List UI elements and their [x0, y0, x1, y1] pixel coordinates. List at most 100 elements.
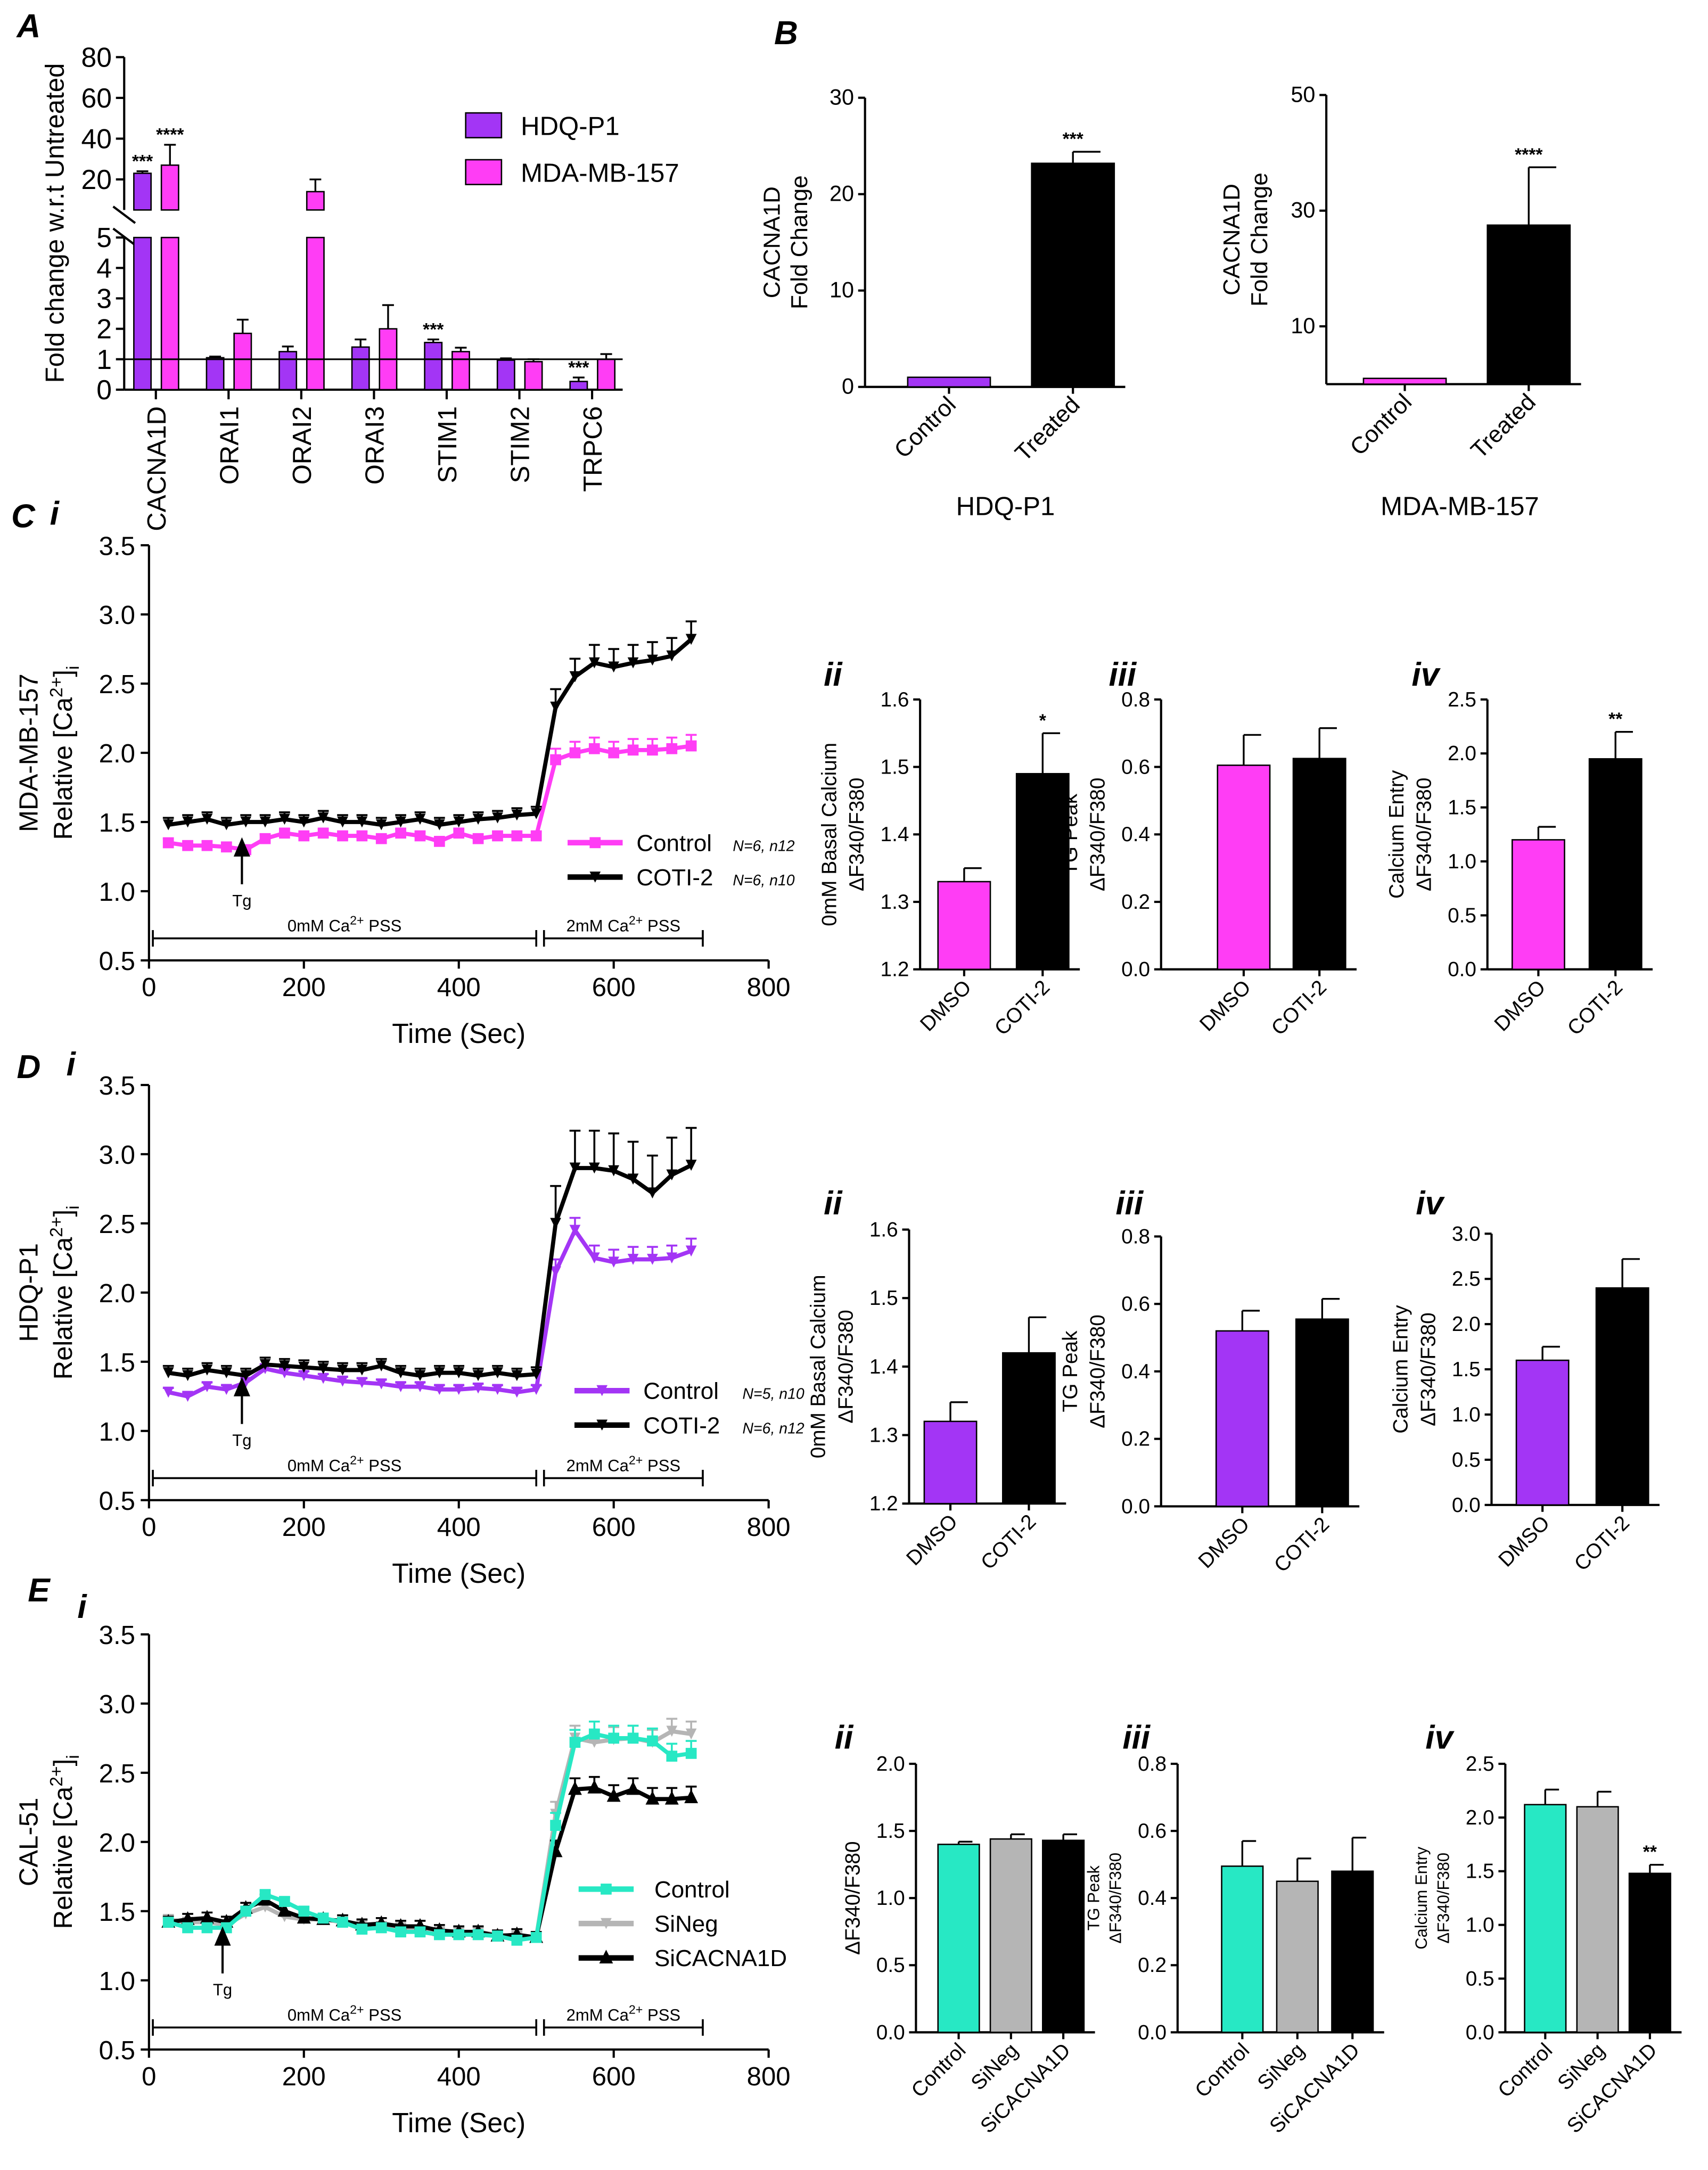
phase-label-part: 0mM Ca — [288, 2005, 350, 2024]
y-tick-label: 1.0 — [99, 1967, 135, 1996]
data-point — [279, 1896, 290, 1907]
y-tick-label: 0.0 — [1121, 958, 1150, 981]
data-point — [627, 657, 639, 669]
data-point — [395, 1381, 406, 1392]
y-axis-title-part: Relative [Ca — [49, 1237, 78, 1379]
series-line — [168, 1163, 692, 1378]
data-point — [356, 816, 368, 828]
tg-arrow-icon — [214, 1926, 231, 1946]
data-point — [530, 1931, 542, 1943]
data-point — [588, 1737, 600, 1748]
data-point — [685, 740, 697, 752]
data-point — [200, 1910, 214, 1924]
series-line — [168, 637, 693, 827]
legend-note: N=5, n10 — [743, 1386, 804, 1403]
data-point — [530, 1384, 542, 1395]
x-tick-label: DMSO — [902, 1510, 962, 1570]
y-tick-label: 1.0 — [99, 1418, 135, 1446]
y-tick-label: 80 — [81, 42, 112, 72]
y-axis-title: Relative [Ca2+]i — [47, 1205, 83, 1379]
data-point — [375, 833, 387, 844]
data-point — [492, 812, 503, 824]
data-point — [395, 1926, 406, 1938]
data-point — [201, 1365, 213, 1376]
x-tick-label: 200 — [282, 973, 326, 1002]
phase-label: 2mM Ca2+ PSS — [566, 914, 680, 935]
series-coti-2 — [162, 1127, 697, 1382]
data-point — [511, 1935, 523, 1946]
data-point — [472, 1929, 484, 1941]
data-point — [434, 836, 445, 847]
y-tick-label: 0.5 — [1466, 1967, 1494, 1990]
chart-ciii: 0.0 0.2 0.4 0.6 0.8 DMSO COTI-2 TG Peak ΔF340/F3… — [1059, 688, 1357, 1040]
y-tick-label: 2.0 — [876, 1753, 905, 1776]
data-point — [492, 1367, 503, 1378]
y-axis-cell-line: MDA-MB-157 — [14, 673, 43, 832]
data-point — [599, 1950, 613, 1964]
x-tick-label: DMSO — [1494, 1511, 1554, 1572]
data-point — [317, 812, 329, 824]
data-point — [685, 1748, 697, 1759]
chart-title: MDA-MB-157 — [1381, 492, 1539, 521]
series-line — [168, 1226, 692, 1399]
legend-label: SiCACNA1D — [654, 1945, 787, 1971]
chart-diii: 0.0 0.2 0.4 0.6 0.8 DMSO COTI-2 TG Peak ΔF340/F3… — [1059, 1225, 1360, 1577]
x-tick-label: COTI-2 — [1270, 1513, 1334, 1577]
y-tick-label: 1.5 — [869, 1287, 898, 1310]
data-point — [647, 744, 658, 756]
y-tick-label: 3.0 — [99, 1690, 135, 1719]
phase-label-part: 2+ — [350, 2002, 364, 2016]
data-point — [182, 1922, 193, 1934]
y-tick-label: 1.0 — [876, 1887, 905, 1910]
bar — [597, 358, 616, 391]
data-point — [414, 1926, 426, 1938]
data-point — [162, 819, 174, 831]
data-point — [569, 1224, 581, 1236]
data-point — [162, 1917, 174, 1928]
data-point — [182, 840, 193, 851]
y-tick-label: 10 — [830, 278, 854, 302]
y-tick-label: 0.8 — [1121, 688, 1150, 711]
significance-label: **** — [156, 125, 184, 145]
x-tick-label: COTI-2 — [1570, 1511, 1634, 1575]
y-tick-label: 10 — [1291, 314, 1315, 338]
bar — [1331, 1870, 1374, 2033]
legend-label: COTI-2 — [636, 865, 713, 891]
data-point — [569, 1737, 581, 1748]
data-point — [453, 827, 465, 839]
data-point — [162, 837, 174, 849]
data-point — [434, 1367, 445, 1378]
bar — [206, 357, 225, 391]
y-tick-label: 1.5 — [99, 1349, 135, 1377]
y-tick-label: 0.0 — [876, 2021, 905, 2044]
data-point — [395, 816, 406, 828]
y-tick-label: 1.0 — [99, 878, 135, 907]
bar — [1002, 1352, 1056, 1505]
phase-label-part: 2+ — [350, 1453, 364, 1467]
data-point — [298, 830, 310, 842]
x-axis-title: Time (Sec) — [392, 1018, 525, 1049]
data-point — [608, 1165, 620, 1177]
x-tick-label: 800 — [747, 2062, 791, 2091]
significance-label: *** — [423, 320, 444, 340]
x-tick-label: COTI-2 — [976, 1510, 1040, 1574]
bar — [1215, 1330, 1269, 1507]
y-axis-title-part: i — [63, 666, 83, 670]
data-point — [337, 1365, 348, 1376]
panel-label-e: E — [28, 1572, 51, 1609]
chart-eiv: 0.00.51.01.52.02.5ControlSiNeg**SiCACNA1… — [1412, 1753, 1682, 2138]
y-axis-title-part: ] — [49, 670, 78, 677]
x-tick-label: 600 — [592, 973, 636, 1002]
data-point — [201, 1922, 213, 1934]
y-tick-label: 3.0 — [99, 1141, 135, 1170]
series-line — [168, 744, 692, 852]
y-axis-title: Relative [Ca2+]i — [47, 1755, 83, 1929]
y-tick-label: 1.4 — [869, 1355, 898, 1378]
y-tick-label: 40 — [81, 124, 112, 154]
bar — [1276, 1880, 1319, 2033]
data-point — [356, 1365, 368, 1376]
data-point — [588, 1728, 600, 1740]
data-point — [664, 1790, 679, 1805]
data-point — [395, 827, 406, 839]
chart-title: HDQ-P1 — [956, 492, 1055, 521]
